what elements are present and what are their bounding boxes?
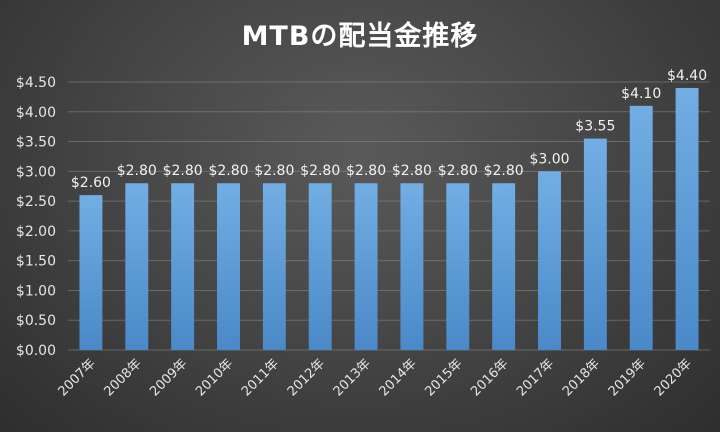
x-tick-label: 2016年 [468,356,511,399]
y-tick-label: $2.50 [16,194,56,210]
x-tick-label: 2020年 [652,356,695,399]
data-label: $2.80 [484,163,524,179]
data-label: $2.80 [208,163,248,179]
x-tick-label: 2009年 [147,356,190,399]
bar [125,183,149,350]
data-label: $4.40 [667,68,707,84]
bar [675,87,699,350]
x-tick-label: 2018年 [560,356,603,399]
bar [79,195,103,350]
x-tick-label: 2010年 [193,356,236,399]
y-tick-label: $2.00 [16,224,56,240]
bar [262,183,286,350]
data-label: $3.55 [575,119,615,135]
bar [171,183,195,350]
data-label: $2.80 [254,163,294,179]
bar [400,183,424,350]
y-tick-label: $0.00 [16,343,56,359]
x-tick-label: 2019年 [606,356,649,399]
data-label: $2.80 [117,163,157,179]
x-tick-label: 2008年 [101,356,144,399]
bar [446,183,470,350]
bar [308,183,332,350]
x-tick-label: 2012年 [285,356,328,399]
y-tick-label: $1.50 [16,254,56,270]
data-label: $2.80 [163,163,203,179]
bar [492,183,516,350]
x-tick-label: 2015年 [422,356,465,399]
x-tick-label: 2007年 [56,356,99,399]
bar [217,183,240,350]
data-label: $2.80 [438,163,478,179]
data-label: $2.80 [392,163,432,179]
y-tick-label: $4.50 [16,75,56,91]
y-tick-label: $3.50 [16,135,56,151]
data-label: $2.80 [346,163,386,179]
bar [354,183,378,350]
data-label: $3.00 [529,151,569,167]
x-tick-label: 2011年 [239,356,282,399]
bar [538,171,561,350]
bar [629,105,653,350]
x-tick-label: 2017年 [514,356,557,399]
y-tick-label: $0.50 [16,313,56,329]
x-tick-label: 2013年 [331,356,374,399]
y-tick-label: $1.00 [16,283,56,299]
data-label: $2.60 [71,175,111,191]
x-tick-label: 2014年 [377,356,420,399]
bar [583,138,607,350]
y-tick-label: $4.00 [16,105,56,121]
data-label: $4.10 [621,86,661,102]
y-tick-label: $3.00 [16,164,56,180]
chart-title: MTBの配当金推移 [241,21,479,52]
data-label: $2.80 [300,163,340,179]
